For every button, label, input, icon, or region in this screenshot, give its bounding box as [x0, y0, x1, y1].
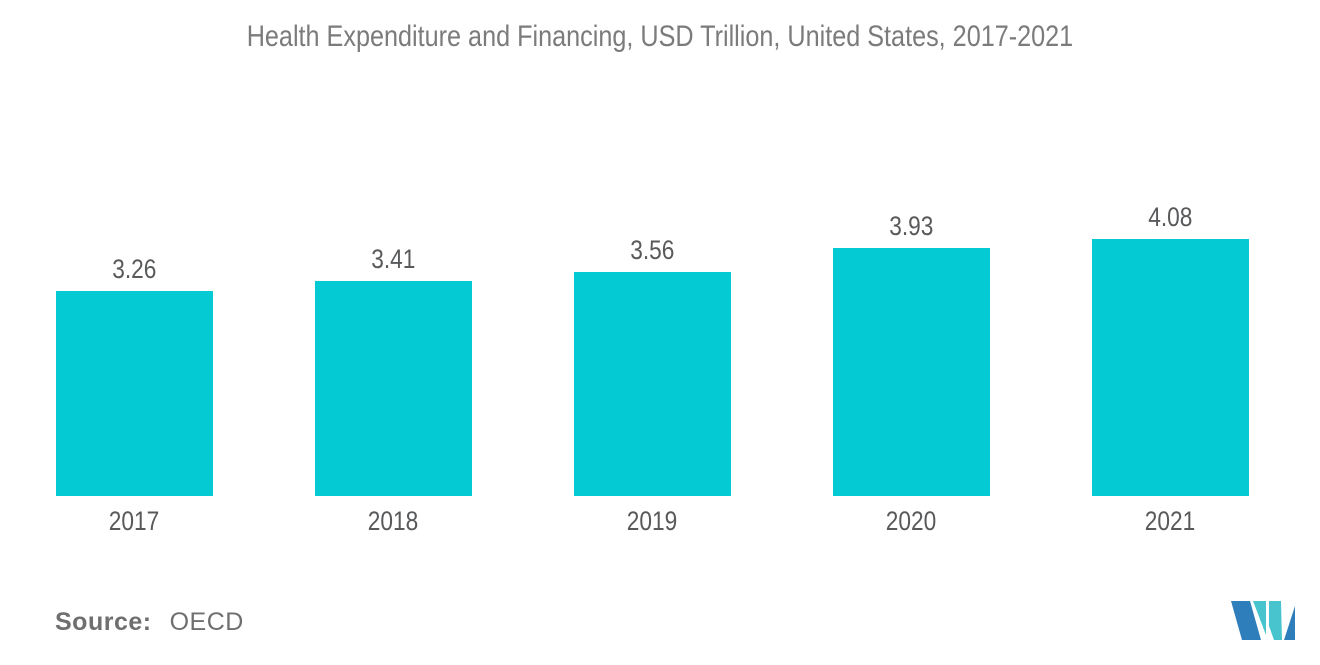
- source-row: Source: OECD: [55, 608, 244, 637]
- x-axis-label-text: 2018: [367, 506, 419, 536]
- bar-value-text: 3.56: [629, 235, 675, 265]
- bar-value-label-2017: 3.26: [56, 253, 213, 285]
- bar-value-text: 3.26: [111, 254, 157, 284]
- source-value: OECD: [169, 608, 244, 636]
- x-axis-label-text: 2019: [626, 506, 678, 536]
- bar-2020: [832, 248, 990, 496]
- bar-2017: [55, 291, 213, 496]
- bar-2018: [314, 281, 472, 496]
- chart-title-text: Health Expenditure and Financing, USD Tr…: [246, 20, 1074, 53]
- bar-value-label-2019: 3.56: [574, 234, 731, 266]
- bar-value-text: 3.41: [370, 244, 416, 274]
- x-axis-label-text: 2021: [1144, 506, 1196, 536]
- chart-title: Health Expenditure and Financing, USD Tr…: [0, 20, 1320, 54]
- x-axis-label-text: 2020: [885, 506, 937, 536]
- bar-value-text: 3.93: [888, 211, 934, 241]
- bar-value-label-2018: 3.41: [315, 243, 472, 275]
- x-axis-label-2019: 2019: [574, 506, 731, 536]
- bar-value-label-2021: 4.08: [1092, 201, 1249, 233]
- x-axis-label-text: 2017: [108, 506, 160, 536]
- bar-value-label-2020: 3.93: [833, 210, 990, 242]
- bar-value-text: 4.08: [1147, 202, 1193, 232]
- source-label: Source:: [55, 608, 152, 636]
- x-axis-label-2020: 2020: [833, 506, 990, 536]
- x-axis-label-2018: 2018: [315, 506, 472, 536]
- logo-m-icon: [1231, 601, 1295, 640]
- bar-2019: [573, 272, 731, 496]
- bar-2021: [1091, 239, 1249, 496]
- x-axis-label-2017: 2017: [56, 506, 213, 536]
- x-axis-label-2021: 2021: [1092, 506, 1249, 536]
- mordor-intelligence-logo: [1228, 600, 1296, 641]
